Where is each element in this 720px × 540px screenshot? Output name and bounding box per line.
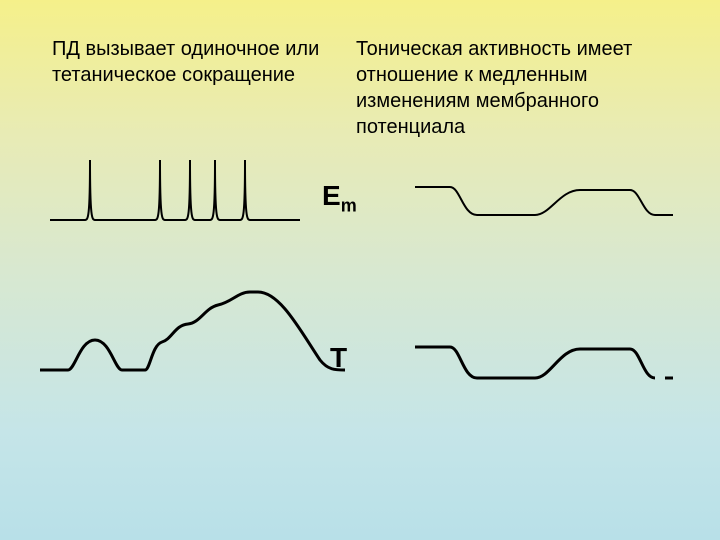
- curve-bottom-right: [415, 333, 675, 388]
- label-em: Em: [322, 180, 357, 217]
- curve-top-right: [415, 175, 675, 225]
- curve-bottom-left: [40, 280, 350, 380]
- right-heading: Тоническая активность имеет отношение к …: [356, 36, 656, 140]
- label-em-sub: m: [341, 196, 357, 216]
- curve-top-left: [50, 150, 300, 230]
- left-heading: ПД вызывает одиночное или тетаническое с…: [52, 36, 322, 88]
- label-em-main: E: [322, 180, 341, 211]
